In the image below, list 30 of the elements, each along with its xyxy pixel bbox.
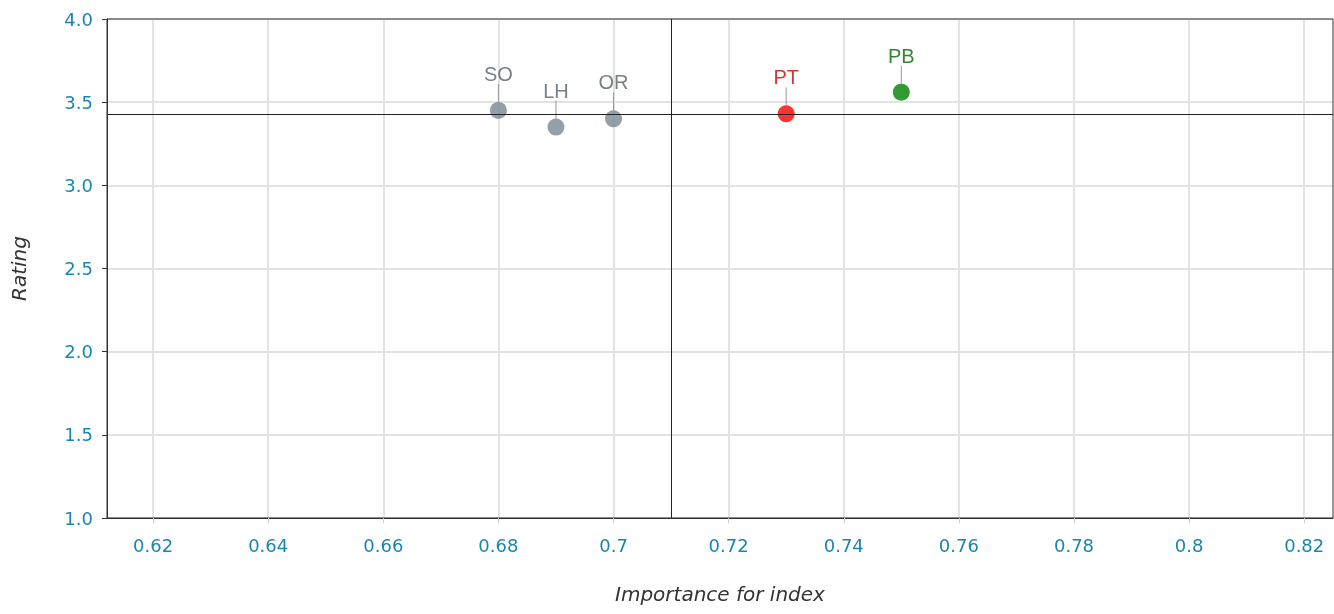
- y-tick-label: 4.0: [64, 8, 93, 30]
- series-label: OR: [598, 71, 629, 94]
- y-tick-label: 2.5: [64, 258, 93, 279]
- x-tick-label: 0.78: [1053, 534, 1095, 556]
- point: [892, 83, 910, 101]
- point: [489, 101, 507, 119]
- x-tick-label: 0.74: [823, 534, 864, 556]
- y-axis-title: Rating: [7, 236, 31, 301]
- x-axis-title: Importance for index: [615, 582, 826, 606]
- point: [777, 105, 795, 123]
- series-label: PB: [887, 44, 915, 67]
- x-tick-label: 0.64: [248, 534, 289, 556]
- x-tick-label: 0.7: [599, 534, 628, 556]
- x-tick-label: 0.66: [363, 534, 404, 556]
- x-tick-label: 0.62: [133, 534, 174, 556]
- x-tick-label: 0.82: [1284, 534, 1325, 556]
- point: [547, 118, 565, 136]
- y-tick-label: 2.0: [64, 341, 93, 363]
- x-tick-label: 0.68: [478, 534, 519, 556]
- y-tick-label: 1.0: [64, 507, 93, 529]
- point: [605, 110, 623, 128]
- x-tick-label: 0.8: [1174, 534, 1204, 556]
- x-tick-label: 0.72: [708, 534, 749, 556]
- y-tick-label: 3.0: [64, 174, 93, 196]
- series-label: PT: [773, 66, 799, 89]
- y-tick-label: 1.5: [64, 424, 93, 446]
- y-tick-label: 3.5: [64, 91, 93, 113]
- series-label: SO: [483, 62, 513, 85]
- x-tick-label: 0.76: [938, 534, 979, 556]
- series-label: LH: [543, 79, 569, 102]
